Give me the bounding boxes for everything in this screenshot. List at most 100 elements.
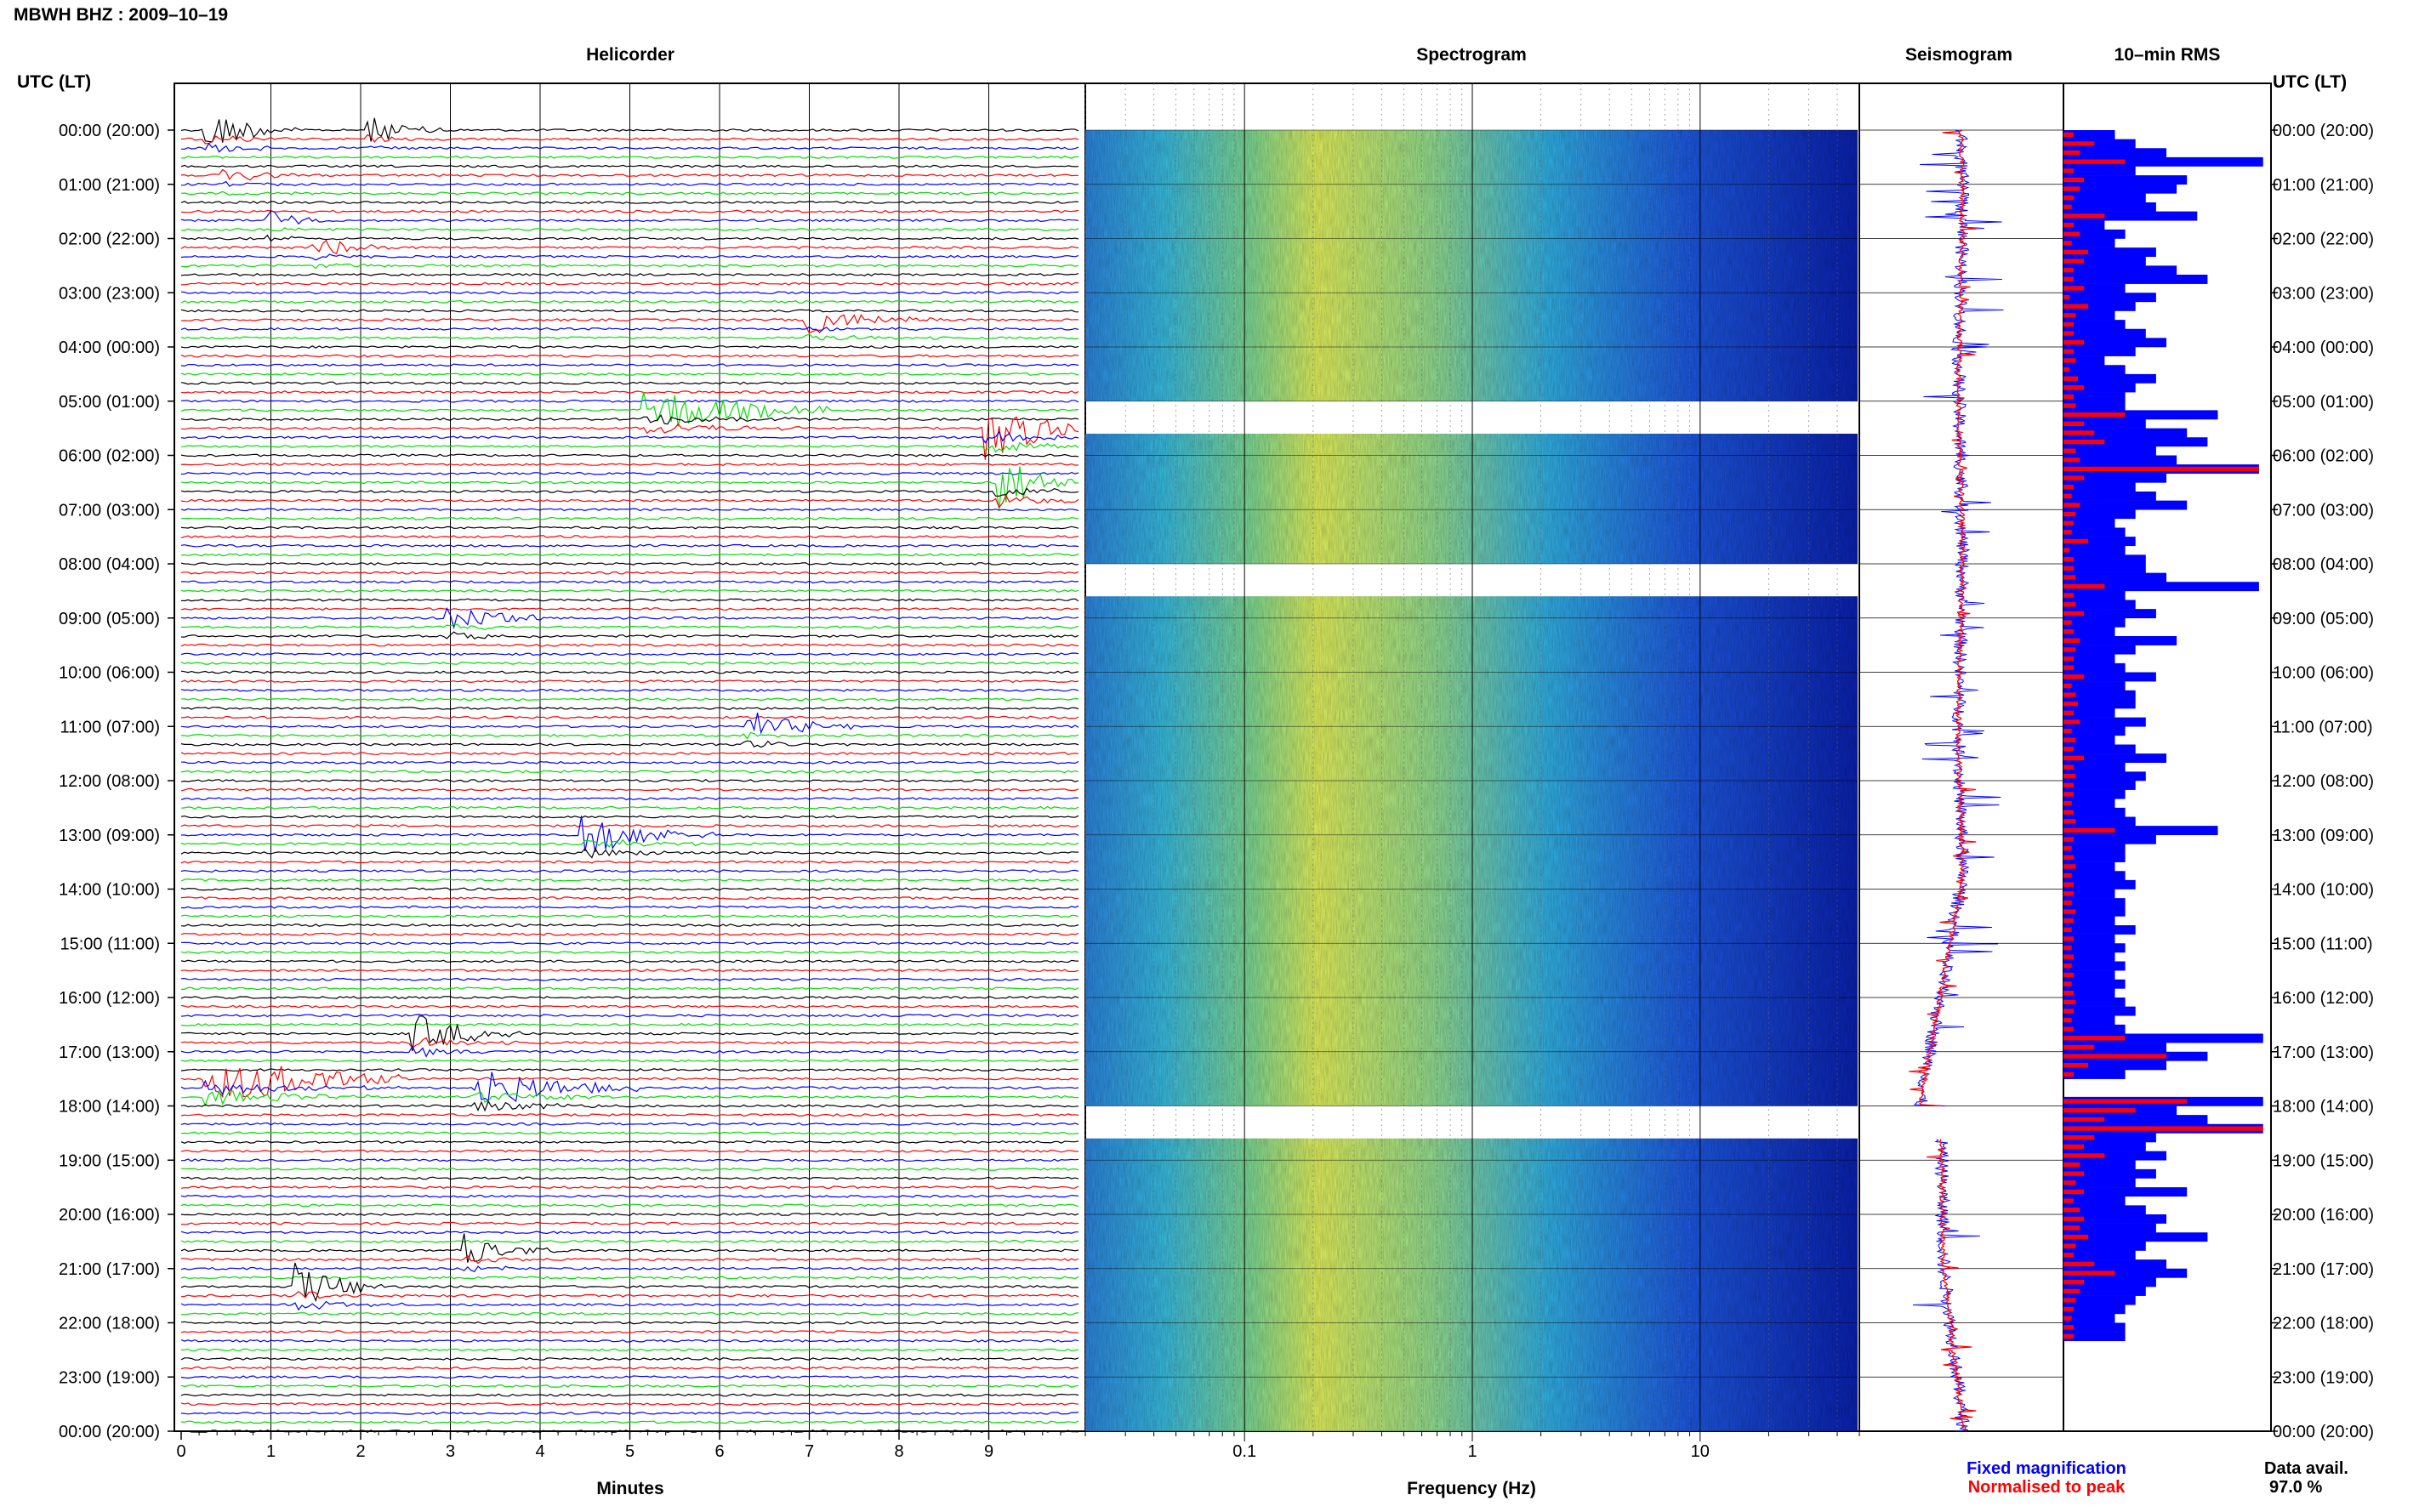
rms-bar-red [2063,1225,2080,1231]
helicorder-trace [180,263,1079,270]
rms-bar-red [2063,1162,2080,1168]
helicorder-x-tick-label: 5 [625,1442,635,1461]
rms-bar-red [2063,1071,2075,1077]
helicorder-trace [180,253,1079,261]
helicorder-trace [180,715,1079,719]
helicorder-trace [180,606,1079,630]
time-label-right: 16:00 (12:00) [2273,989,2374,1008]
rms-bar-blue [2063,338,2166,348]
rms-bar-red [2063,385,2085,390]
helicorder-trace [180,1158,1079,1162]
helicorder-trace [180,787,1079,792]
helicorder-x-tick-label: 4 [535,1442,544,1461]
helicorder-trace [180,1015,1079,1052]
rms-bar-blue [2063,988,2115,998]
helicorder-trace [180,1213,1079,1216]
rms-bar-red [2063,647,2076,652]
rms-bar-blue [2063,202,2156,212]
helicorder-trace [180,847,1079,859]
rms-title: 10–min RMS [2114,45,2221,65]
rms-bar-red [2063,583,2105,589]
station-title: MBWH BHZ : 2009–10–19 [14,5,228,25]
rms-bar-red [2063,1026,2075,1032]
rms-bar-red [2063,1189,2085,1195]
rms-bar-red [2063,241,2072,246]
rms-bar-red [2063,150,2080,156]
time-label-left: 19:00 (15:00) [59,1151,160,1170]
rms-bar-blue [2063,328,2146,338]
rms-bar-red [2063,430,2095,435]
rms-bar-blue [2063,1223,2156,1233]
helicorder-trace [180,354,1079,358]
helicorder-trace [180,731,1079,740]
helicorder-x-tick-label: 6 [714,1442,724,1461]
rms-bar-red [2063,1298,2076,1303]
rms-bar-blue [2063,256,2146,266]
rms-bar-blue [2063,482,2136,492]
rms-bar-blue [2063,998,2126,1007]
rms-bar-blue [2063,238,2115,248]
rms-bar-blue [2063,898,2126,908]
helicorder-x-tick-label: 2 [356,1442,365,1461]
helicorder-x-tick-label: 1 [266,1442,276,1461]
helicorder-trace [180,896,1079,901]
time-label-left: 21:00 (17:00) [59,1260,160,1279]
rms-bar-blue [2063,301,2136,311]
rms-bar-red [2063,340,2085,345]
rms-bar-red [2063,141,2095,146]
rms-bar-blue [2063,437,2208,447]
rms-panel [2063,82,2272,1432]
helicorder-trace [180,1014,1079,1018]
rms-bar-blue [2063,834,2156,844]
rms-bar-red [2063,620,2072,625]
helicorder-trace [180,1185,1079,1190]
spectrogram-noise [1085,434,1858,564]
helicorder-trace [180,1059,1079,1063]
rms-bar-red [2063,168,2075,173]
rms-bar-red [2063,222,2075,228]
time-label-right: 17:00 (13:00) [2273,1043,2374,1062]
helicorder-trace [180,210,1079,225]
rms-bar-blue [2063,518,2115,528]
rms-bar-red [2063,530,2072,535]
rms-bar-blue [2063,1287,2146,1296]
rms-bar-blue [2063,572,2166,583]
helicorder-x-tick-label: 8 [894,1442,903,1461]
rms-bar-red [2063,1153,2105,1158]
rms-bar-red [2063,259,2085,264]
rms-bar-red [2063,358,2076,363]
time-label-left: 20:00 (16:00) [59,1206,160,1225]
helicorder-trace [180,1037,1079,1049]
helicorder-trace [180,778,1079,782]
rms-bar-blue [2063,961,2126,971]
data-avail-label: Data avail. [2264,1459,2348,1478]
helicorder-trace [180,1113,1079,1117]
rms-bar-blue [2063,1322,2126,1333]
rms-bar-blue [2063,148,2166,158]
rms-bar-red [2063,819,2076,824]
rms-bar-red [2063,1017,2072,1023]
rms-bar-blue [2063,229,2126,239]
rms-bar-red [2063,972,2075,978]
rms-bar-red [2063,204,2072,209]
helicorder-trace [180,770,1079,774]
rms-bar-red [2063,1171,2085,1176]
time-label-left: 11:00 (07:00) [60,718,161,736]
time-label-left: 10:00 (06:00) [59,664,160,683]
rms-bar-red [2063,1253,2075,1258]
helicorder-trace [180,607,1079,611]
time-label-left: 05:00 (01:00) [59,393,160,412]
rms-bar-blue [2063,717,2146,727]
rms-bar-blue [2063,907,2126,917]
time-label-left: 02:00 (22:00) [59,230,160,249]
helicorder-trace [180,1089,1079,1107]
helicorder-trace [180,1393,1079,1397]
rms-bar-blue [2063,392,2126,402]
rms-bar-blue [2063,781,2136,790]
rms-bar-red [2063,1280,2085,1285]
rms-bar-red [2063,719,2080,725]
rms-bar-blue [2063,554,2146,565]
rms-bar-red [2063,755,2085,761]
helicorder-trace [180,413,1079,425]
helicorder-trace [180,1068,1079,1071]
